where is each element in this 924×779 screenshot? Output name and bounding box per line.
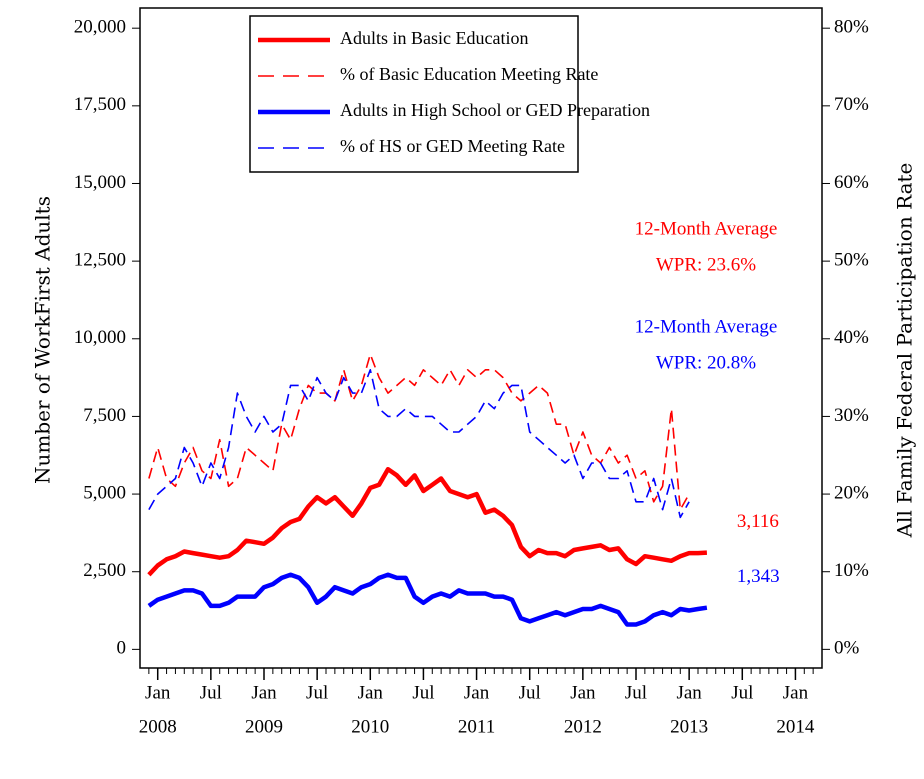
annotation: 12-Month Average [635,218,778,239]
end-label: 3,116 [737,511,779,532]
y2-tick-label: 0% [834,638,860,659]
x-year-label: 2009 [245,716,283,737]
legend-label: % of Basic Education Meeting Rate [340,64,598,84]
annotation: 12-Month Average [635,316,778,337]
x-tick-label: Jul [625,682,647,703]
y-tick-label: 0 [117,638,127,659]
x-tick-label: Jul [731,682,753,703]
y-tick-label: 17,500 [74,94,126,115]
y-tick-label: 10,000 [74,327,126,348]
legend-label: Adults in Basic Education [340,28,528,48]
x-year-label: 2008 [139,716,177,737]
y2-tick-label: 40% [834,327,869,348]
series-line [147,466,708,577]
x-year-label: 2010 [351,716,389,737]
y2-tick-label: 20% [834,482,869,503]
y2-tick-label: 60% [834,172,869,193]
y-tick-label: 2,500 [83,560,126,581]
x-tick-label: Jan [251,682,277,703]
legend-label: Adults in High School or GED Preparation [340,100,650,120]
x-year-label: 2014 [776,716,815,737]
y2-tick-label: 10% [834,560,869,581]
series-line [148,353,690,511]
x-tick-label: Jan [358,682,384,703]
x-tick-label: Jan [145,682,171,703]
y2-tick-label: 30% [834,405,869,426]
x-tick-label: Jul [519,682,541,703]
y2-tick-label: 70% [834,94,869,115]
y-axis-title: Number of WorkFirst Adults [31,196,55,484]
annotation: WPR: 23.6% [656,254,756,275]
series-line [147,572,708,627]
plot-frame [139,7,823,669]
x-tick-label: Jul [200,682,222,703]
end-label: 1,343 [737,566,780,587]
y2-tick-label: 80% [834,17,869,38]
y-tick-label: 7,500 [83,405,126,426]
legend-label: % of HS or GED Meeting Rate [340,136,565,156]
x-tick-label: Jan [570,682,596,703]
x-tick-label: Jul [306,682,328,703]
x-year-label: 2013 [670,716,708,737]
x-tick-label: Jan [676,682,702,703]
y2-axis-title: All Family Federal Participation Rate [893,163,917,539]
x-year-label: 2012 [564,716,602,737]
annotation: WPR: 20.8% [656,352,756,373]
x-tick-label: Jan [464,682,490,703]
legend: Adults in Basic Education % of Basic Educ… [249,15,650,173]
y-tick-label: 15,000 [74,172,126,193]
x-tick-label: Jan [783,682,809,703]
y-tick-label: 12,500 [74,249,126,270]
x-tick-label: Jul [412,682,434,703]
y2-tick-label: 50% [834,249,869,270]
y-tick-label: 20,000 [74,17,126,38]
y-tick-label: 5,000 [83,482,126,503]
x-year-label: 2011 [458,716,495,737]
